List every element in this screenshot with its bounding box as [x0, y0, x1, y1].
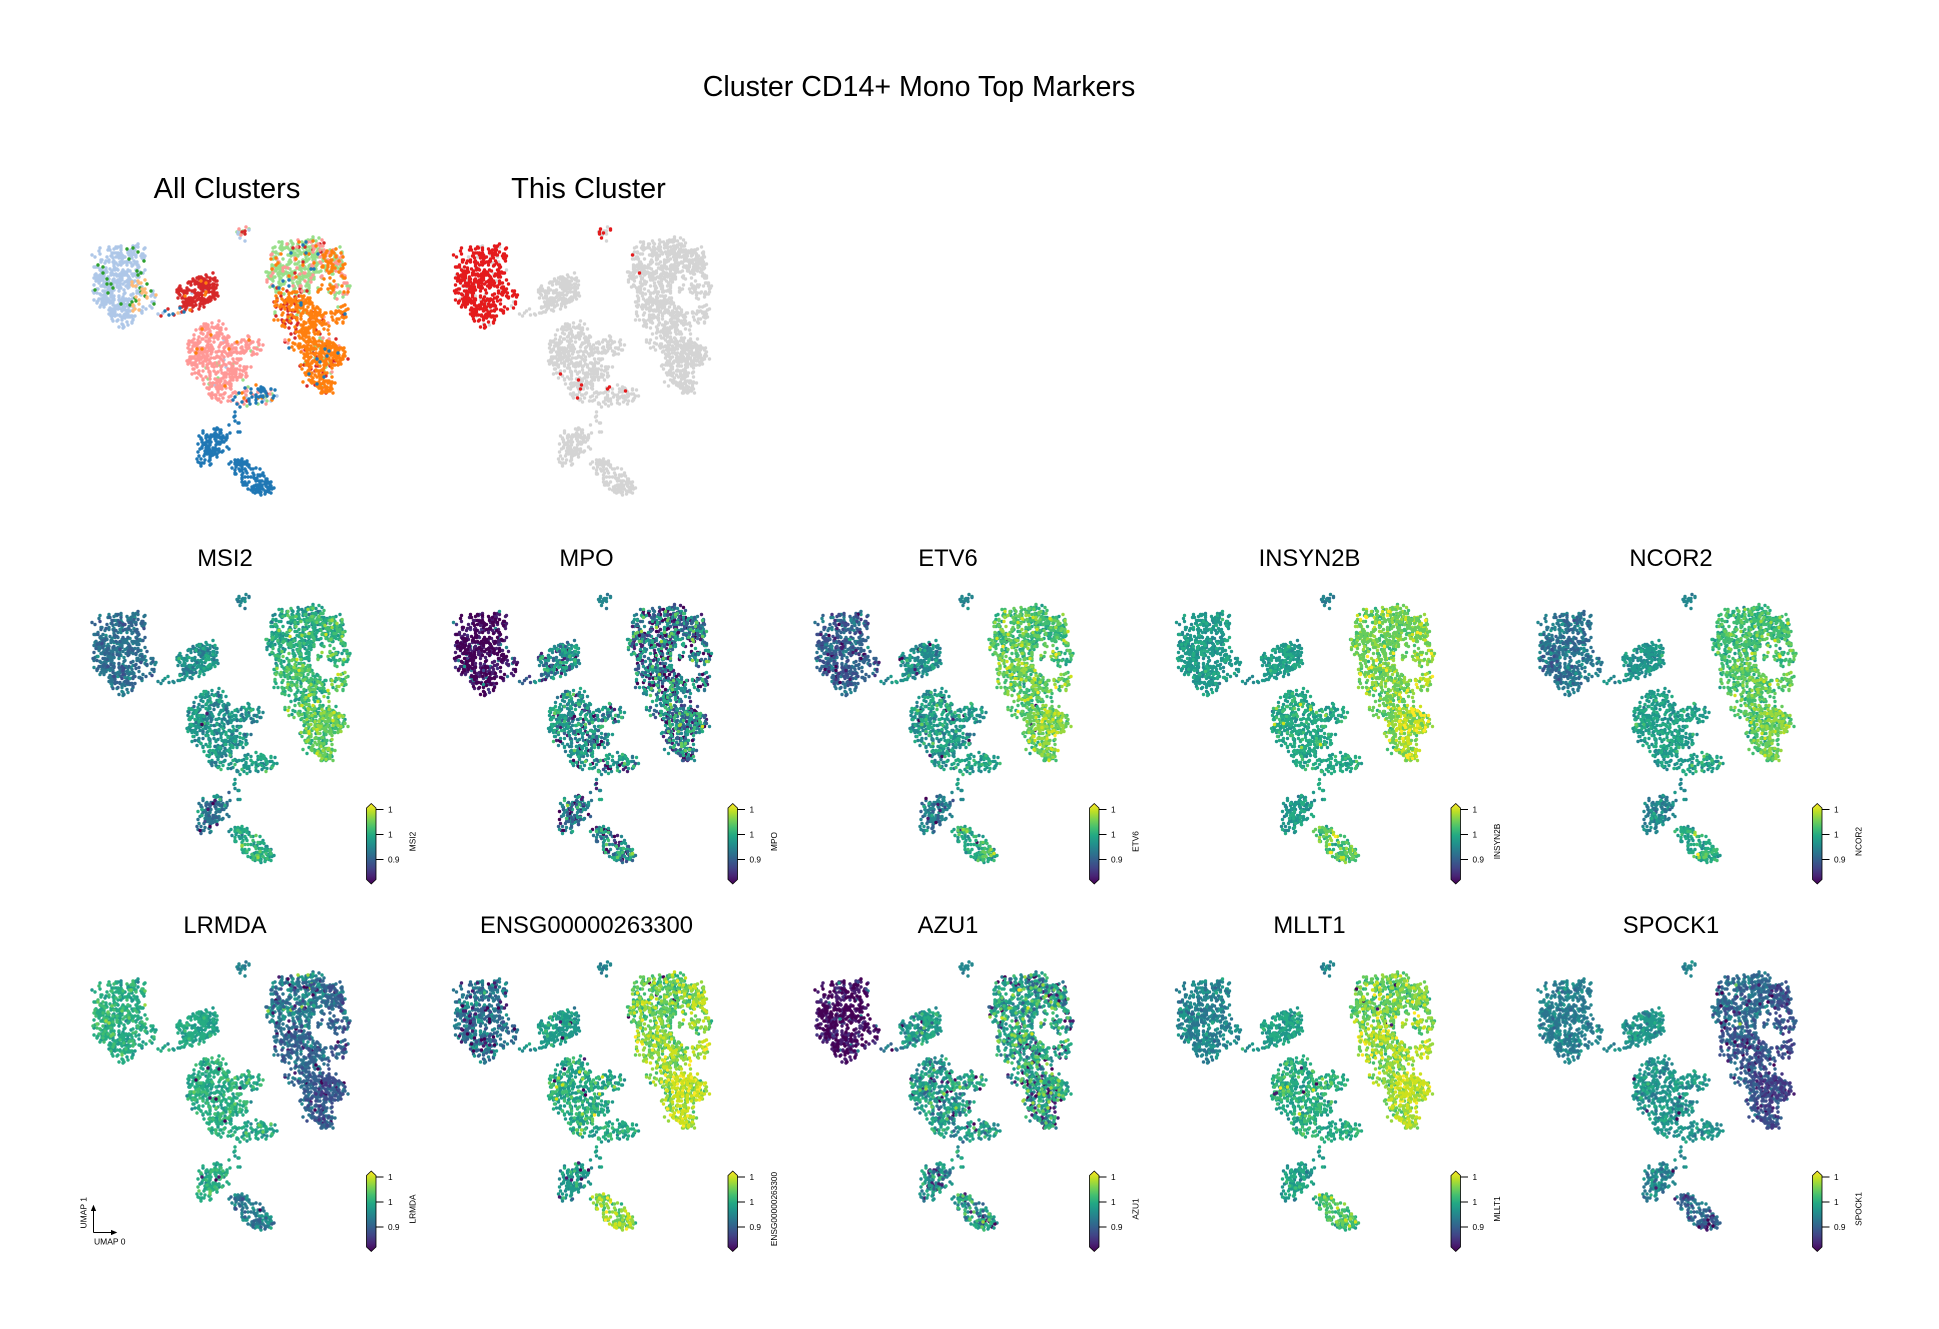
svg-text:INSYN2B: INSYN2B — [1492, 823, 1502, 859]
svg-text:0.9: 0.9 — [388, 1222, 400, 1232]
svg-text:1: 1 — [750, 805, 755, 815]
svg-text:NCOR2: NCOR2 — [1629, 545, 1712, 572]
svg-text:ETV6: ETV6 — [918, 545, 978, 572]
svg-text:0.9: 0.9 — [1834, 855, 1846, 865]
svg-text:ENSG00000263300: ENSG00000263300 — [480, 912, 693, 939]
svg-text:MLLT1: MLLT1 — [1492, 1196, 1502, 1222]
svg-text:All Clusters: All Clusters — [154, 173, 301, 205]
svg-text:1: 1 — [388, 1197, 393, 1207]
svg-text:0.9: 0.9 — [1111, 855, 1123, 865]
svg-text:MLLT1: MLLT1 — [1273, 912, 1345, 939]
svg-text:MSI2: MSI2 — [197, 545, 253, 572]
svg-text:Cluster CD14+ Mono Top Markers: Cluster CD14+ Mono Top Markers — [703, 71, 1136, 103]
svg-text:0.9: 0.9 — [1834, 1222, 1846, 1232]
svg-text:1: 1 — [1473, 805, 1478, 815]
svg-text:1: 1 — [388, 1172, 393, 1182]
svg-text:ENSG00000263300: ENSG00000263300 — [769, 1171, 779, 1246]
svg-text:1: 1 — [1834, 805, 1839, 815]
svg-text:1: 1 — [1111, 1172, 1116, 1182]
svg-text:LRMDA: LRMDA — [183, 912, 266, 939]
svg-text:SPOCK1: SPOCK1 — [1623, 912, 1720, 939]
svg-text:1: 1 — [1834, 1197, 1839, 1207]
svg-text:1: 1 — [750, 830, 755, 840]
svg-text:0.9: 0.9 — [1473, 855, 1485, 865]
svg-text:SPOCK1: SPOCK1 — [1854, 1192, 1864, 1226]
svg-text:ETV6: ETV6 — [1131, 831, 1141, 852]
svg-text:This Cluster: This Cluster — [511, 173, 666, 205]
svg-text:AZU1: AZU1 — [918, 912, 979, 939]
svg-text:1: 1 — [388, 805, 393, 815]
svg-text:0.9: 0.9 — [1111, 1222, 1123, 1232]
svg-text:1: 1 — [750, 1197, 755, 1207]
svg-text:1: 1 — [1834, 830, 1839, 840]
svg-text:UMAP 0: UMAP 0 — [94, 1237, 126, 1247]
svg-text:LRMDA: LRMDA — [408, 1194, 418, 1224]
svg-text:MPO: MPO — [769, 832, 779, 851]
svg-text:0.9: 0.9 — [1473, 1222, 1485, 1232]
svg-text:1: 1 — [1111, 805, 1116, 815]
svg-text:1: 1 — [750, 1172, 755, 1182]
svg-text:1: 1 — [1473, 1197, 1478, 1207]
svg-text:INSYN2B: INSYN2B — [1259, 545, 1361, 572]
svg-text:1: 1 — [1111, 1197, 1116, 1207]
svg-text:1: 1 — [1111, 830, 1116, 840]
svg-text:0.9: 0.9 — [750, 1222, 762, 1232]
svg-text:UMAP 1: UMAP 1 — [79, 1197, 89, 1229]
svg-text:NCOR2: NCOR2 — [1854, 827, 1864, 856]
svg-text:AZU1: AZU1 — [1131, 1198, 1141, 1220]
svg-text:1: 1 — [388, 830, 393, 840]
svg-text:1: 1 — [1834, 1172, 1839, 1182]
svg-text:MSI2: MSI2 — [408, 831, 418, 851]
svg-text:0.9: 0.9 — [388, 855, 400, 865]
svg-text:MPO: MPO — [559, 545, 613, 572]
svg-text:1: 1 — [1473, 830, 1478, 840]
svg-text:1: 1 — [1473, 1172, 1478, 1182]
svg-text:0.9: 0.9 — [750, 855, 762, 865]
